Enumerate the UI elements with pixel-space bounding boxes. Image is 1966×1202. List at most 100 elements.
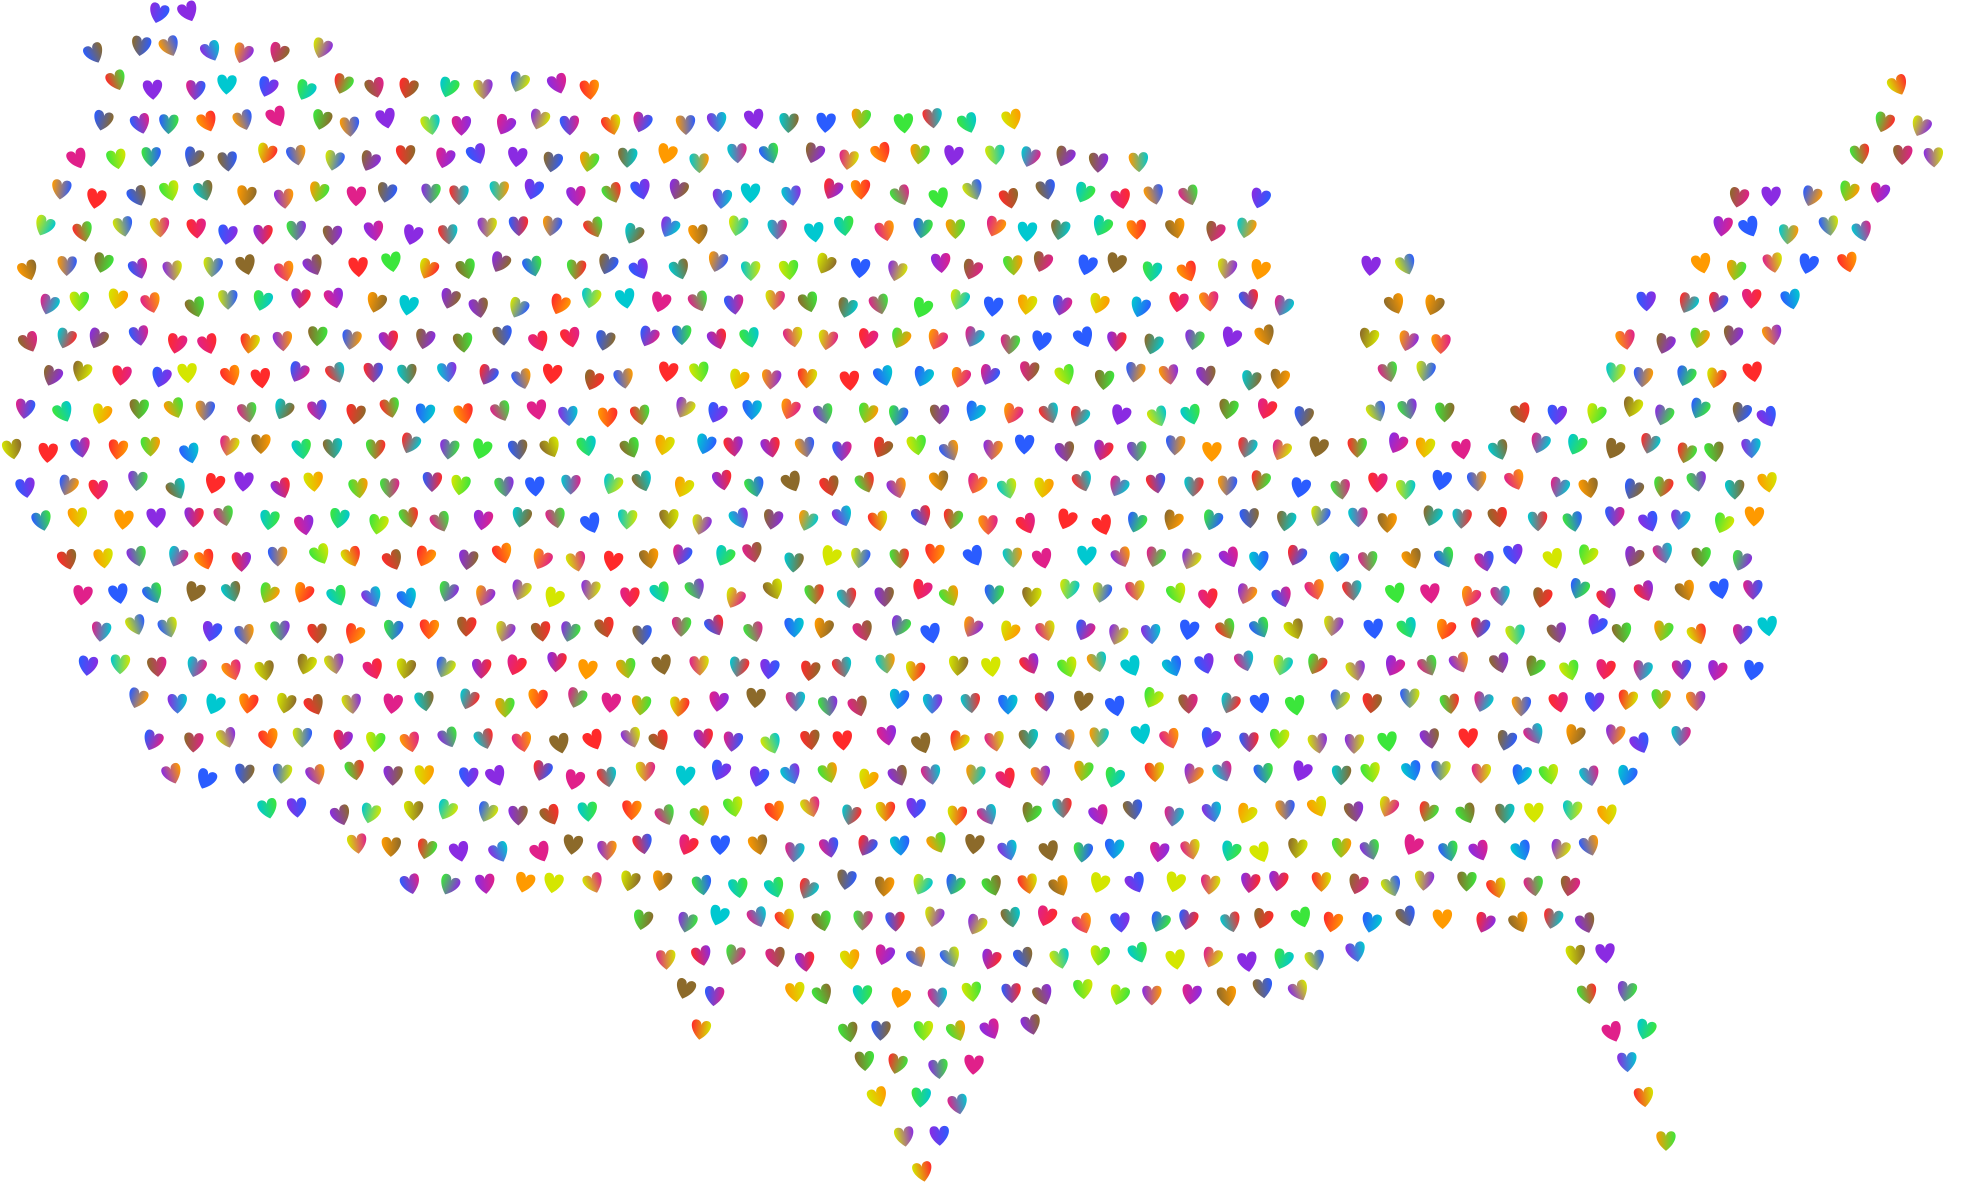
heart-icon	[1497, 730, 1518, 751]
heart-icon	[193, 180, 213, 201]
heart-icon	[1035, 179, 1055, 200]
heart-icon	[599, 253, 619, 275]
heart-icon	[1385, 582, 1405, 604]
heart-icon	[1742, 361, 1762, 382]
heart-icon	[383, 693, 403, 714]
heart-icon	[206, 693, 226, 715]
heart-icon	[692, 514, 712, 535]
heart-icon	[854, 471, 874, 493]
heart-icon	[797, 368, 818, 389]
heart-icon	[580, 512, 600, 533]
heart-icon	[1076, 619, 1096, 641]
heart-icon	[465, 143, 486, 164]
heart-icon	[231, 552, 251, 572]
heart-icon	[125, 614, 145, 635]
heart-icon	[1206, 220, 1226, 242]
heart-icon	[146, 508, 166, 528]
heart-icon	[858, 835, 878, 856]
heart-icon	[1030, 765, 1050, 786]
heart-icon	[1637, 1018, 1657, 1040]
heart-icon	[267, 546, 288, 567]
heart-icon	[273, 188, 294, 209]
heart-icon	[451, 474, 471, 496]
heart-icon	[286, 220, 306, 241]
heart-icon	[601, 114, 621, 135]
heart-icon	[831, 656, 852, 678]
heart-icon	[1022, 802, 1042, 823]
heart-icon	[1251, 259, 1271, 280]
heart-icon	[1396, 617, 1416, 638]
heart-icon	[1559, 659, 1579, 681]
heart-icon	[270, 620, 290, 641]
heart-icon	[741, 261, 761, 281]
heart-icon	[508, 805, 528, 826]
heart-icon	[893, 1126, 914, 1147]
heart-icon	[834, 215, 854, 236]
heart-icon	[1288, 838, 1308, 859]
heart-icon	[634, 909, 654, 931]
heart-icon	[927, 987, 948, 1008]
heart-icon	[414, 765, 434, 785]
heart-icon	[912, 1161, 932, 1182]
heart-icon	[965, 834, 985, 855]
heart-icon	[272, 763, 293, 784]
heart-icon	[1511, 696, 1532, 717]
heart-icon	[414, 690, 434, 712]
heart-icon	[57, 256, 77, 276]
heart-icon	[1679, 292, 1700, 313]
heart-icon	[159, 114, 179, 135]
heart-icon	[490, 400, 510, 421]
heart-icon	[1196, 365, 1216, 386]
heart-icon	[323, 287, 343, 309]
heart-icon	[980, 364, 1001, 385]
heart-icon	[254, 660, 274, 681]
heart-icon	[951, 367, 972, 388]
heart-icon	[873, 365, 893, 386]
heart-icon	[346, 404, 366, 425]
heart-icon	[1056, 145, 1076, 167]
heart-icon	[1756, 405, 1776, 427]
heart-icon	[1179, 909, 1199, 930]
heart-icon	[488, 841, 508, 862]
heart-icon	[996, 478, 1017, 499]
heart-icon	[1182, 548, 1202, 570]
heart-icon	[1523, 875, 1543, 897]
heart-icon	[451, 116, 472, 136]
heart-icon	[57, 327, 77, 349]
heart-icon	[1120, 655, 1140, 676]
heart-icon	[691, 945, 711, 966]
heart-icon	[381, 549, 401, 570]
heart-icon	[565, 551, 586, 572]
heart-icon	[1439, 693, 1459, 714]
heart-icon	[1330, 479, 1350, 500]
heart-icon	[889, 835, 910, 856]
heart-icon	[651, 654, 671, 675]
heart-icon	[1490, 585, 1510, 606]
heart-icon	[566, 186, 586, 207]
heart-icon	[441, 288, 461, 309]
heart-icon	[859, 328, 879, 349]
heart-icon	[1090, 945, 1110, 966]
heart-icon	[294, 514, 314, 536]
heart-icon	[129, 687, 149, 708]
heart-icon	[859, 402, 879, 424]
heart-icon	[1071, 470, 1091, 492]
heart-icon	[237, 402, 257, 423]
heart-icon	[528, 330, 548, 352]
heart-icon	[818, 695, 838, 717]
heart-icon	[726, 587, 746, 608]
heart-icon	[258, 142, 278, 164]
heart-icon	[688, 224, 708, 245]
heart-icon	[1304, 949, 1324, 971]
heart-icon	[297, 79, 317, 100]
heart-icon	[147, 656, 167, 677]
heart-icon	[1504, 469, 1524, 490]
heart-icon	[417, 838, 438, 860]
heart-icon	[1201, 874, 1221, 895]
heart-icon	[402, 432, 422, 454]
heart-icon	[962, 179, 982, 200]
heart-icon	[995, 767, 1015, 789]
heart-icon	[582, 287, 602, 309]
heart-icon	[1258, 398, 1278, 419]
heart-icon	[689, 655, 709, 676]
